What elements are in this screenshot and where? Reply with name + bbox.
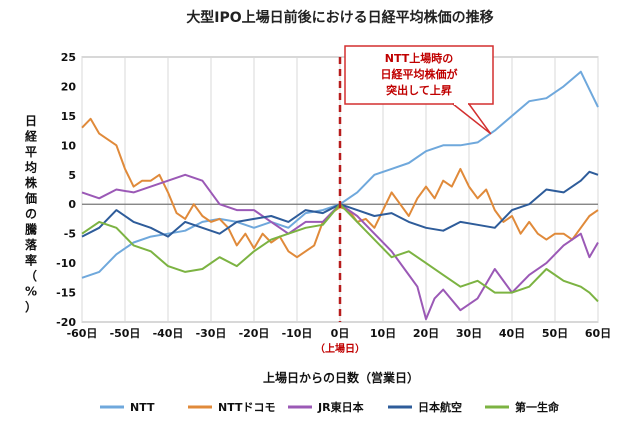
- legend-label-3: 日本航空: [418, 400, 462, 414]
- legend-label-4: 第一生命: [515, 400, 560, 414]
- y-tick-label: 25: [61, 51, 76, 64]
- y-axis-label-char: 経: [25, 129, 38, 144]
- callout-text-line: 日経平均株価が: [381, 67, 458, 81]
- legend: NTT NTTドコモ JR東日本 日本航空 第一生命: [100, 400, 560, 414]
- x-tick-label: 50日: [542, 327, 568, 340]
- y-tick-label: -5: [64, 228, 76, 241]
- callout-text-line: NTT上場時の: [385, 51, 453, 65]
- chart-title: 大型IPO上場日前後における日経平均株価の推移: [186, 9, 493, 26]
- y-axis-label-char: 株: [25, 175, 38, 190]
- callout-pointer: [452, 103, 492, 135]
- y-tick-label: -10: [56, 257, 76, 270]
- series-line-3: [81, 170, 599, 238]
- y-tick-label: 20: [61, 80, 77, 93]
- y-axis-label-char: 平: [25, 145, 37, 159]
- series-line-2: [81, 173, 599, 321]
- y-axis-label-char: 日: [25, 114, 37, 128]
- x-tick-label: 30日: [456, 327, 482, 340]
- x-tick-label: -40日: [153, 327, 184, 340]
- series-line-4: [81, 203, 599, 303]
- plot-area: -20 -15 -10 -5 0 5 10 15 20 25 -60日 -50日 -40日 -30日 -20…: [56, 45, 611, 355]
- y-axis-label-char: （: [25, 268, 37, 283]
- y-axis-label-char: の: [25, 207, 37, 221]
- legend-label-1: NTTドコモ: [218, 401, 275, 414]
- x-tick-label: -50日: [110, 327, 141, 340]
- x-tick-label: 40日: [499, 327, 525, 340]
- y-axis-label-char: %: [25, 285, 37, 299]
- listing-day-label: （上場日）: [315, 342, 365, 355]
- x-tick-label: -60日: [67, 327, 98, 340]
- legend-label-2: JR東日本: [317, 400, 364, 414]
- y-tick-label: 0: [68, 198, 76, 211]
- y-tick-label: -20: [56, 316, 76, 329]
- y-axis-label-char: 落: [25, 237, 38, 252]
- x-tick-label: -20日: [239, 327, 270, 340]
- y-tick-label: -15: [56, 287, 76, 300]
- y-axis-label-char: 価: [24, 191, 37, 206]
- y-tick-label: 10: [61, 139, 77, 152]
- y-axis-label-char: ）: [25, 299, 37, 314]
- y-tick-label: 5: [68, 169, 76, 182]
- y-axis-label-char: 均: [25, 160, 37, 175]
- x-tick-label: 0日: [331, 327, 350, 340]
- legend-label-0: NTT: [130, 401, 155, 414]
- x-tick-label: 10日: [370, 327, 396, 340]
- callout-box: [344, 45, 494, 105]
- y-axis-label-char: 騰: [25, 222, 38, 237]
- callout-text-line: 突出して上昇: [386, 83, 452, 97]
- x-tick-label: -30日: [196, 327, 227, 340]
- x-tick-label: 20日: [413, 327, 439, 340]
- y-axis-label-char: 率: [25, 253, 37, 268]
- x-tick-label: 60日: [585, 327, 611, 340]
- y-tick-label: 15: [61, 110, 76, 123]
- x-tick-label: -10日: [282, 327, 313, 340]
- x-axis-label: 上場日からの日数（営業日）: [263, 370, 419, 385]
